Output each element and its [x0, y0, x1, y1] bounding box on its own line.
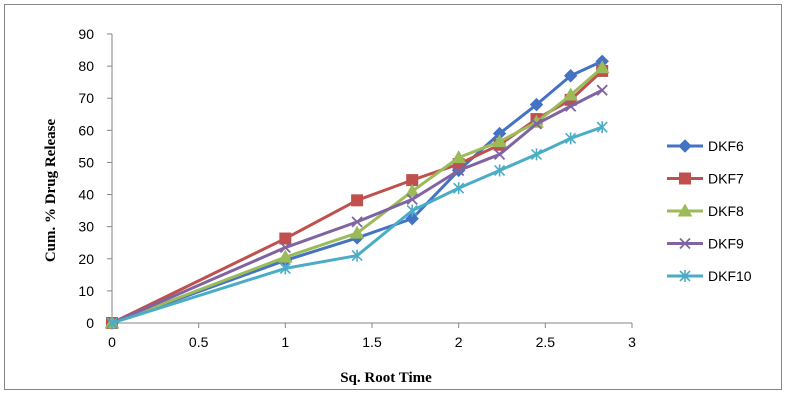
data-point — [279, 241, 291, 254]
y-axis-title: Cum. % Drug Release — [43, 119, 59, 263]
data-point — [596, 84, 608, 96]
data-point — [494, 164, 506, 177]
legend-marker — [679, 270, 691, 282]
chart-frame — [4, 4, 782, 390]
y-tick-label: 60 — [78, 122, 94, 138]
y-tick-label: 0 — [86, 315, 94, 331]
y-axis-ticks: 0 10 20 30 40 50 60 70 80 90 — [78, 26, 112, 331]
data-point — [351, 194, 364, 207]
data-point — [596, 121, 608, 134]
data-point — [351, 216, 363, 228]
data-point — [565, 100, 577, 112]
y-tick-label: 90 — [78, 26, 94, 42]
data-point — [279, 262, 291, 275]
data-point — [530, 148, 543, 161]
data-point — [453, 182, 465, 195]
x-tick-label: 0 — [108, 334, 116, 350]
x-tick-label: 3 — [628, 334, 636, 350]
x-tick-label: 1.5 — [362, 334, 382, 350]
data-point — [529, 97, 544, 112]
legend-item: DKF8 — [667, 203, 744, 219]
x-tick-label: 0.5 — [189, 334, 209, 350]
legend-label: DKF7 — [708, 171, 744, 187]
legend-marker — [677, 203, 693, 217]
y-tick-label: 20 — [78, 251, 94, 267]
legend-item: DKF7 — [667, 171, 744, 187]
legend-item: DKF10 — [667, 268, 752, 284]
legend-label: DKF9 — [708, 236, 744, 252]
data-point — [349, 225, 365, 239]
y-tick-label: 50 — [78, 154, 94, 170]
x-axis-ticks: 0 0.5 1 1.5 2 2.5 3 — [108, 323, 636, 350]
data-point — [451, 150, 467, 164]
y-tick-label: 40 — [78, 187, 94, 203]
data-point — [277, 249, 293, 263]
y-tick-label: 10 — [78, 283, 94, 299]
x-tick-label: 1 — [281, 334, 289, 350]
legend-label: DKF10 — [708, 268, 752, 284]
x-axis-title: Sq. Root Time — [340, 370, 432, 386]
data-point — [406, 193, 418, 206]
legend-label: DKF6 — [708, 138, 744, 154]
y-tick-label: 30 — [78, 219, 94, 235]
data-point — [530, 118, 543, 130]
series-dkf10 — [106, 121, 608, 329]
legend-label: DKF8 — [708, 203, 744, 219]
data-point — [563, 69, 578, 83]
legend-marker — [679, 237, 691, 250]
series-layer — [104, 54, 610, 330]
data-point — [563, 87, 578, 101]
legend-item: DKF9 — [667, 236, 744, 252]
data-point — [405, 211, 419, 226]
legend: DKF6 DKF7 DKF8 DKF9 DKF10 — [667, 138, 752, 284]
data-point — [493, 148, 506, 161]
data-point — [594, 60, 610, 74]
x-tick-label: 2.5 — [536, 334, 556, 350]
y-tick-label: 80 — [78, 58, 94, 74]
data-point — [453, 164, 465, 177]
legend-marker — [678, 139, 692, 153]
series-line — [111, 59, 603, 325]
series-dkf8 — [104, 60, 610, 329]
series-dkf9 — [106, 84, 608, 329]
data-point — [404, 183, 420, 197]
y-tick-label: 70 — [78, 90, 94, 106]
data-point — [406, 204, 418, 217]
data-point — [279, 232, 292, 245]
x-tick-label: 2 — [455, 334, 463, 350]
data-point — [106, 317, 118, 329]
legend-marker — [679, 172, 691, 185]
data-point — [565, 132, 577, 145]
data-point — [492, 134, 507, 148]
legend-item: DKF6 — [667, 138, 744, 154]
data-point — [351, 249, 363, 262]
